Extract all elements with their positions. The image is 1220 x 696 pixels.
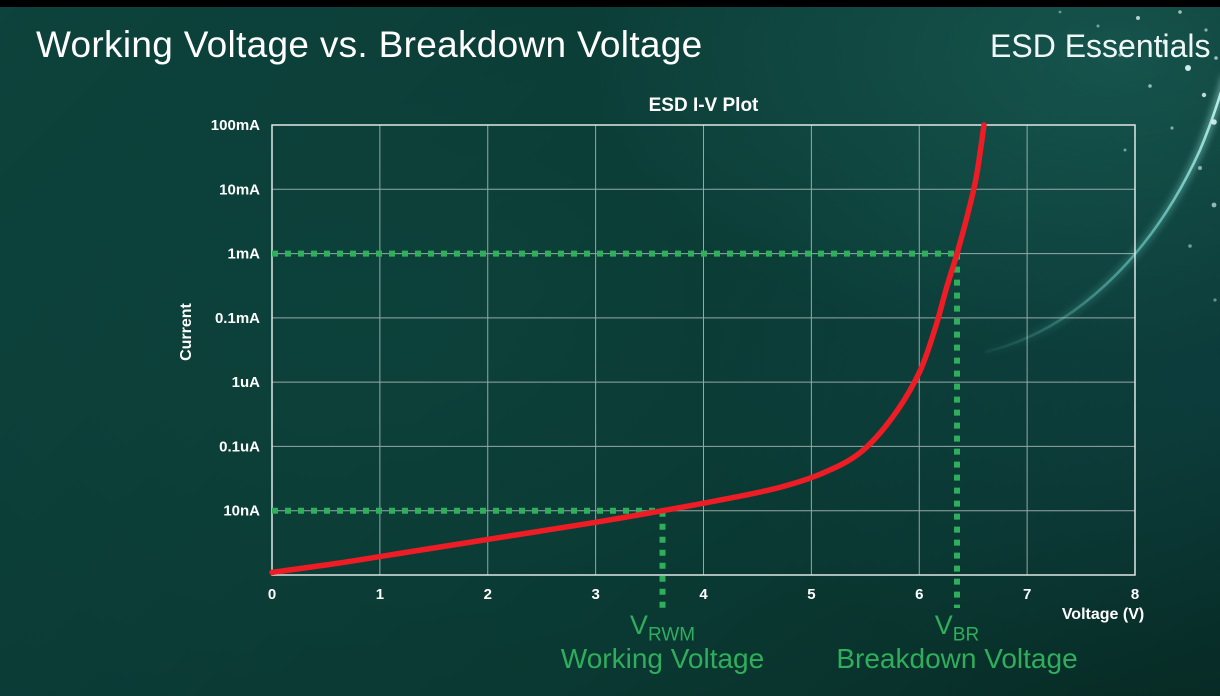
svg-text:5: 5 — [807, 586, 815, 603]
annotation-symbol-breakdown-voltage: VBR — [934, 610, 980, 646]
svg-text:10mA: 10mA — [219, 181, 260, 198]
annotation-symbol-sub: RWM — [647, 624, 696, 646]
y-tick-labels: 100mA 10mA 1mA 0.1mA 1uA 0.1uA 10nA — [211, 117, 260, 520]
annotation-symbol-working-voltage: VRWM — [629, 610, 696, 646]
annotation-symbol-main: V — [629, 610, 648, 640]
sparkle-dots — [1058, 10, 1218, 302]
svg-text:6: 6 — [915, 586, 923, 603]
svg-text:1: 1 — [376, 586, 384, 603]
svg-text:0.1uA: 0.1uA — [219, 438, 260, 455]
svg-text:8: 8 — [1131, 586, 1139, 603]
grid-lines — [271, 124, 1136, 576]
x-axis-label: Voltage (V) — [1061, 606, 1145, 623]
annotation-caption-working-voltage: Working Voltage — [560, 643, 765, 674]
page-title: Working Voltage vs. Breakdown Voltage — [36, 24, 703, 65]
x-tick-labels: 0 1 2 3 4 5 6 7 8 — [268, 586, 1139, 603]
brand-logo-text: ESD Essentials — [990, 28, 1211, 64]
svg-text:1mA: 1mA — [227, 246, 260, 263]
plot-border — [271, 124, 1136, 576]
letterbox-top-bar — [0, 0, 1220, 7]
svg-text:7: 7 — [1023, 586, 1031, 603]
svg-text:4: 4 — [699, 586, 708, 603]
svg-text:2: 2 — [484, 586, 492, 603]
annotation-guide-lines — [272, 250, 961, 608]
svg-text:10nA: 10nA — [223, 503, 260, 520]
svg-text:0.1mA: 0.1mA — [215, 310, 260, 327]
annotation-symbol-main: V — [934, 610, 953, 640]
svg-text:1uA: 1uA — [232, 374, 261, 391]
svg-text:100mA: 100mA — [211, 117, 260, 134]
swoosh-curve — [984, 83, 1220, 356]
annotation-caption-breakdown-voltage: Breakdown Voltage — [836, 643, 1078, 674]
svg-text:3: 3 — [591, 586, 599, 603]
svg-text:0: 0 — [268, 586, 276, 603]
annotation-symbol-sub: BR — [952, 624, 980, 646]
iv-curve — [269, 122, 987, 576]
chart-title: ESD I-V Plot — [648, 95, 759, 116]
